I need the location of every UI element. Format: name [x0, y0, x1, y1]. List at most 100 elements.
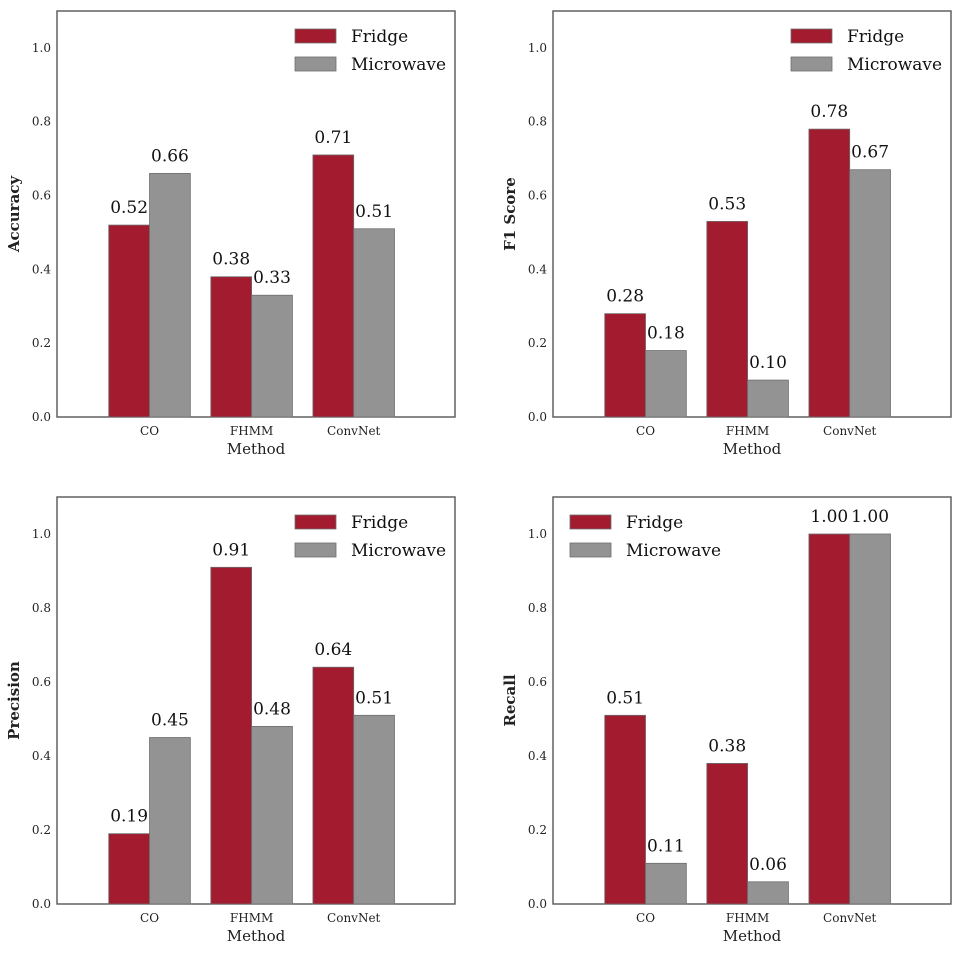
legend-label-microwave: Microwave [351, 55, 446, 75]
y-tick-label: 0.2 [32, 336, 51, 350]
bar-microwave-fhmm [251, 294, 293, 418]
x-tick-label: ConvNet [327, 424, 381, 438]
bar-fridge-convnet [808, 128, 851, 418]
data-label-microwave-fhmm: 0.06 [749, 855, 787, 875]
bar-fridge-convnet [312, 154, 355, 418]
bar-microwave-fhmm [747, 881, 789, 905]
y-tick-label: 0.4 [528, 749, 547, 763]
legend-swatch-fridge [790, 28, 833, 44]
y-axis-label: Accuracy [5, 175, 23, 254]
legend: Fridge Microwave [294, 513, 446, 561]
y-axis-label: F1 Score [501, 177, 519, 251]
bar-fridge-fhmm [210, 566, 253, 905]
legend-swatch-fridge [569, 514, 612, 530]
data-label-microwave-co: 0.45 [151, 711, 189, 731]
legend-label-fridge: Fridge [847, 27, 904, 47]
bar-microwave-co [645, 350, 687, 418]
x-tick-label: FHMM [726, 911, 769, 925]
data-label-microwave-fhmm: 0.48 [253, 699, 291, 719]
data-label-microwave-convnet: 1.00 [851, 507, 889, 527]
data-label-fridge-convnet: 1.00 [810, 507, 848, 527]
data-label-fridge-fhmm: 0.91 [212, 540, 250, 560]
data-label-fridge-co: 0.19 [110, 807, 148, 827]
y-tick-label: 0.8 [32, 601, 51, 615]
y-tick-label: 1.0 [32, 527, 51, 541]
y-tick-label: 1.0 [32, 41, 51, 55]
chart-recall: 0.0 0.2 0.4 0.6 0.8 1.0 Recall CO 0.51 0.11 FHMM 0.… [501, 496, 952, 945]
data-label-microwave-co: 0.11 [647, 836, 685, 856]
bar-microwave-co [149, 172, 191, 418]
legend-swatch-microwave [569, 542, 612, 558]
x-tick-label: FHMM [230, 424, 273, 438]
data-label-microwave-co: 0.66 [151, 146, 189, 166]
bar-fridge-co [108, 833, 150, 905]
x-tick-label: CO [140, 424, 159, 438]
legend-swatch-microwave [790, 56, 833, 72]
bar-microwave-convnet [849, 533, 891, 905]
y-tick-label: 0.2 [528, 336, 547, 350]
y-tick-label: 0.0 [528, 410, 547, 424]
legend: Fridge Microwave [294, 27, 446, 75]
legend-label-microwave: Microwave [847, 55, 942, 75]
bar-microwave-co [645, 862, 687, 905]
y-tick-label: 0.2 [32, 823, 51, 837]
legend-label-fridge: Fridge [351, 27, 408, 47]
y-tick-label: 0.8 [32, 115, 51, 129]
x-tick-label: ConvNet [327, 911, 381, 925]
x-tick-label: CO [140, 911, 159, 925]
bar-fridge-fhmm [706, 763, 749, 905]
data-label-microwave-convnet: 0.51 [355, 202, 393, 222]
legend-swatch-microwave [294, 56, 337, 72]
data-label-fridge-fhmm: 0.38 [708, 736, 746, 756]
bar-microwave-fhmm [747, 379, 789, 418]
legend-swatch-microwave [294, 542, 337, 558]
data-label-microwave-convnet: 0.67 [851, 143, 889, 163]
legend-label-microwave: Microwave [351, 541, 446, 561]
x-axis-label: Method [227, 927, 286, 945]
x-tick-label: FHMM [230, 911, 273, 925]
legend-swatch-fridge [294, 514, 337, 530]
data-label-microwave-co: 0.18 [647, 324, 685, 344]
data-label-fridge-co: 0.52 [110, 198, 148, 218]
legend-label-fridge: Fridge [626, 513, 683, 533]
chart-accuracy: 0.0 0.2 0.4 0.6 0.8 1.0 Accuracy CO 0.52 0.66 FHMM… [5, 10, 456, 458]
data-label-microwave-fhmm: 0.33 [253, 268, 291, 288]
y-tick-label: 1.0 [528, 527, 547, 541]
y-tick-label: 0.0 [528, 897, 547, 911]
x-tick-label: CO [636, 424, 655, 438]
data-label-microwave-fhmm: 0.10 [749, 353, 787, 373]
y-axis-label: Precision [5, 661, 23, 740]
bar-fridge-co [604, 313, 646, 418]
legend: Fridge Microwave [790, 27, 942, 75]
bar-microwave-convnet [353, 228, 395, 418]
bar-fridge-convnet [808, 533, 851, 905]
x-axis-label: Method [723, 927, 782, 945]
y-tick-label: 0.6 [528, 675, 547, 689]
legend-swatch-fridge [294, 28, 337, 44]
y-tick-label: 1.0 [528, 41, 547, 55]
data-label-microwave-convnet: 0.51 [355, 688, 393, 708]
y-tick-label: 0.6 [528, 189, 547, 203]
data-label-fridge-fhmm: 0.53 [708, 194, 746, 214]
chart-precision: 0.0 0.2 0.4 0.6 0.8 1.0 Precision CO 0.19 0.45 FHM… [5, 496, 456, 945]
x-tick-label: CO [636, 911, 655, 925]
x-axis-label: Method [723, 440, 782, 458]
y-axis-label: Recall [501, 674, 519, 727]
bar-fridge-co [604, 714, 646, 905]
legend-label-microwave: Microwave [626, 541, 721, 561]
y-tick-label: 0.0 [32, 897, 51, 911]
bar-fridge-fhmm [706, 220, 749, 418]
legend: Fridge Microwave [569, 513, 721, 561]
data-label-fridge-convnet: 0.78 [810, 102, 848, 122]
bar-microwave-convnet [353, 714, 395, 905]
bar-microwave-convnet [849, 169, 891, 418]
x-axis-label: Method [227, 440, 286, 458]
y-tick-label: 0.8 [528, 115, 547, 129]
y-tick-label: 0.2 [528, 823, 547, 837]
data-label-fridge-convnet: 0.64 [314, 640, 352, 660]
data-label-fridge-co: 0.28 [606, 287, 644, 307]
x-tick-label: ConvNet [823, 911, 877, 925]
data-label-fridge-fhmm: 0.38 [212, 250, 250, 270]
bar-fridge-fhmm [210, 276, 253, 418]
